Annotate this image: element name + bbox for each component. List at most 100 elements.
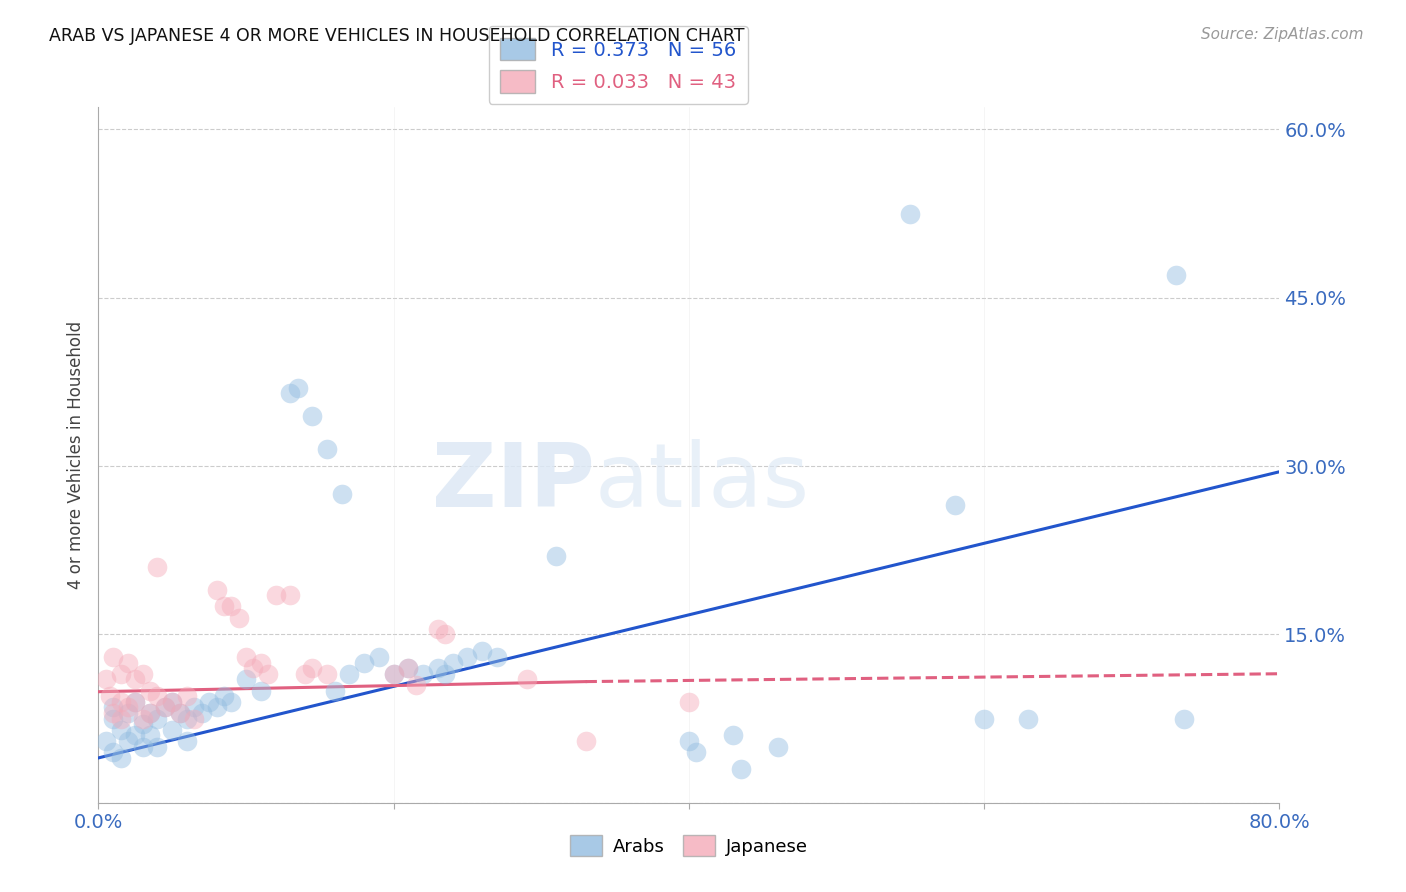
Point [382, 666, 405, 681]
Point [339, 666, 361, 681]
Point [124, 673, 146, 687]
Point [132, 712, 155, 726]
Point [405, 678, 427, 692]
Point [228, 610, 250, 624]
Point [212, 599, 235, 614]
Point [264, 588, 287, 602]
Point [280, 588, 302, 602]
Point [110, 751, 132, 765]
Point [139, 683, 162, 698]
Point [242, 661, 264, 675]
Point [685, 745, 707, 759]
Point [183, 712, 205, 726]
Point [486, 649, 509, 664]
Point [678, 734, 700, 748]
Point [1166, 268, 1188, 283]
Point [221, 695, 243, 709]
Point [441, 656, 464, 670]
Point [730, 762, 752, 776]
Point [198, 695, 221, 709]
Point [103, 700, 125, 714]
Point [110, 723, 132, 737]
Point [301, 409, 323, 423]
Point [169, 706, 191, 720]
Point [117, 700, 139, 714]
Point [110, 666, 132, 681]
Point [117, 706, 139, 720]
Point [103, 649, 125, 664]
Point [117, 734, 139, 748]
Point [176, 689, 198, 703]
Point [205, 582, 228, 597]
Point [900, 207, 922, 221]
Point [546, 549, 568, 563]
Point [516, 673, 538, 687]
Text: ZIP: ZIP [432, 439, 595, 526]
Point [205, 700, 228, 714]
Point [398, 661, 420, 675]
Point [235, 649, 257, 664]
Point [1173, 712, 1195, 726]
Point [176, 712, 198, 726]
Point [162, 695, 183, 709]
Point [191, 706, 214, 720]
Point [457, 649, 479, 664]
Point [212, 689, 235, 703]
Point [353, 656, 375, 670]
Point [221, 599, 243, 614]
Point [139, 706, 162, 720]
Point [575, 734, 598, 748]
Point [434, 666, 457, 681]
Point [301, 661, 323, 675]
Point [250, 656, 273, 670]
Point [398, 661, 420, 675]
Point [368, 649, 391, 664]
Point [427, 622, 450, 636]
Point [250, 683, 273, 698]
Point [132, 739, 155, 754]
Point [124, 695, 146, 709]
Point [434, 627, 457, 641]
Point [139, 729, 162, 743]
Text: ARAB VS JAPANESE 4 OR MORE VEHICLES IN HOUSEHOLD CORRELATION CHART: ARAB VS JAPANESE 4 OR MORE VEHICLES IN H… [49, 27, 745, 45]
Point [94, 673, 117, 687]
Point [176, 734, 198, 748]
Point [110, 712, 132, 726]
Text: atlas: atlas [595, 439, 810, 526]
Point [257, 666, 280, 681]
Point [124, 695, 146, 709]
Point [412, 666, 434, 681]
Point [287, 381, 309, 395]
Point [1018, 712, 1040, 726]
Point [183, 700, 205, 714]
Point [316, 442, 339, 457]
Point [294, 666, 316, 681]
Point [146, 739, 169, 754]
Point [382, 666, 405, 681]
Point [146, 689, 169, 703]
Legend: Arabs, Japanese: Arabs, Japanese [562, 828, 815, 863]
Point [103, 712, 125, 726]
Point [132, 717, 155, 731]
Point [330, 487, 353, 501]
Point [280, 386, 302, 401]
Point [139, 706, 162, 720]
Point [943, 499, 966, 513]
Point [124, 729, 146, 743]
Point [162, 695, 183, 709]
Point [103, 706, 125, 720]
Point [94, 734, 117, 748]
Point [117, 656, 139, 670]
Point [678, 695, 700, 709]
Point [146, 560, 169, 574]
Point [153, 700, 176, 714]
Point [162, 723, 183, 737]
Text: Source: ZipAtlas.com: Source: ZipAtlas.com [1201, 27, 1364, 42]
Point [146, 712, 169, 726]
Point [316, 666, 339, 681]
Point [427, 661, 450, 675]
Point [766, 739, 789, 754]
Point [169, 706, 191, 720]
Point [153, 700, 176, 714]
Point [103, 745, 125, 759]
